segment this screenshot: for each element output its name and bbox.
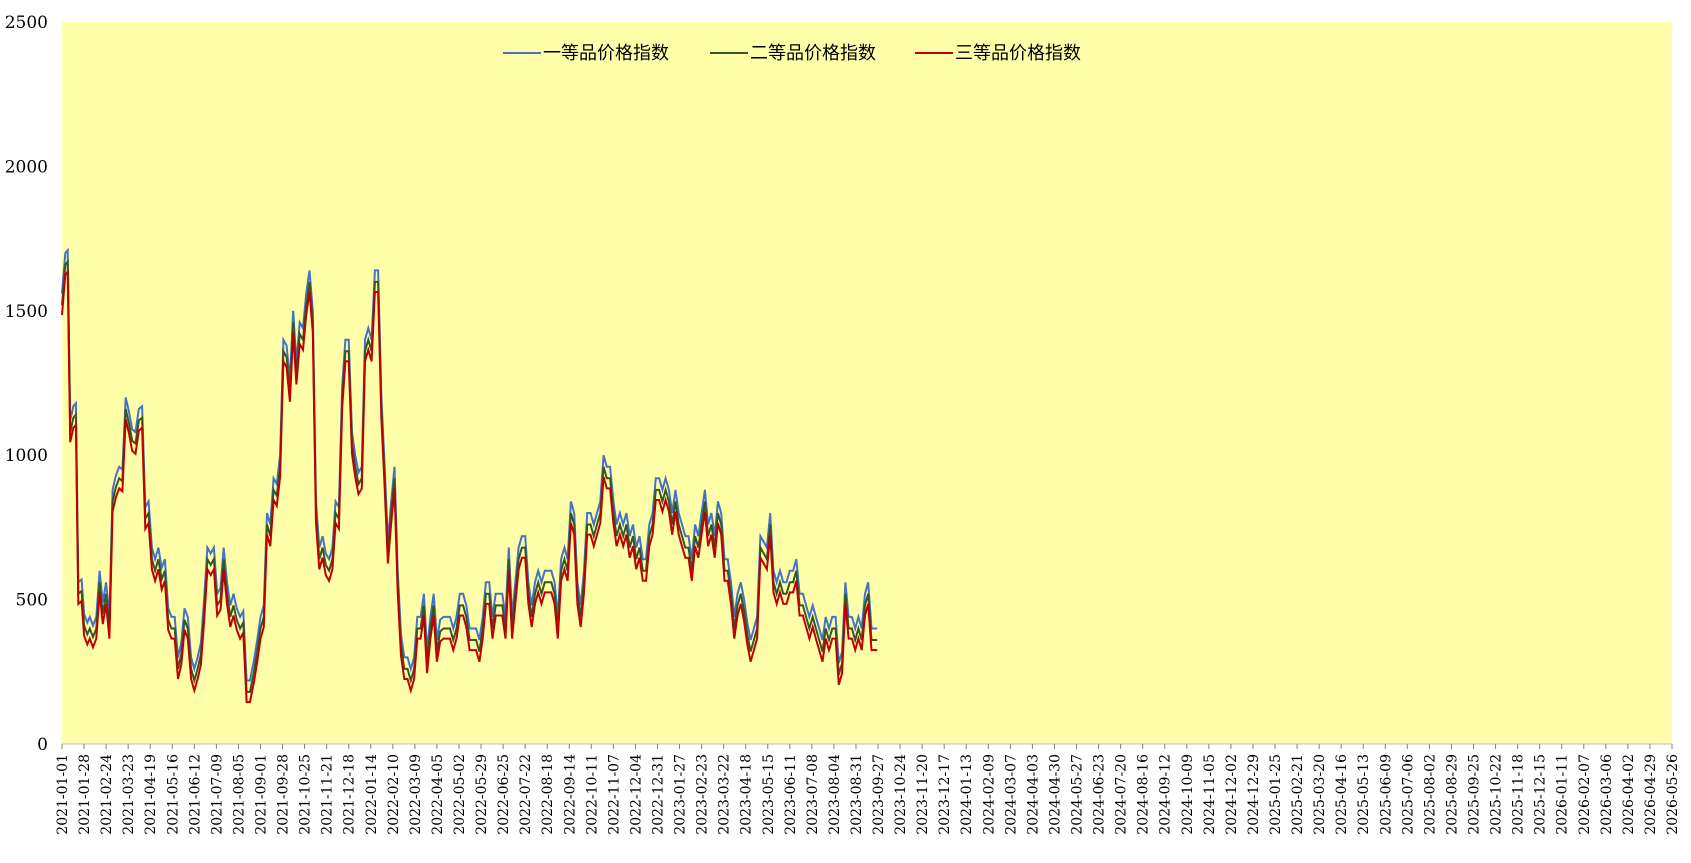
x-tick-label: 2025-02-21 <box>1290 754 1306 835</box>
x-tick-label: 2024-12-29 <box>1246 754 1262 835</box>
x-tick-label: 2025-08-29 <box>1444 754 1460 835</box>
x-tick-label: 2026-02-07 <box>1577 754 1593 835</box>
x-tick-label: 2022-10-11 <box>584 754 600 835</box>
x-tick-label: 2023-12-17 <box>937 754 953 835</box>
legend-label: 三等品价格指数 <box>955 43 1081 64</box>
legend: 一等品价格指数 二等品价格指数 三等品价格指数 <box>503 43 1081 64</box>
x-tick-label: 2026-04-02 <box>1621 754 1637 835</box>
plot-area <box>62 22 1672 744</box>
x-tick-label: 2022-01-14 <box>364 754 380 835</box>
x-tick-label: 2024-07-20 <box>1114 754 1130 835</box>
x-tick-label: 2025-03-20 <box>1312 754 1328 835</box>
x-tick-label: 2023-04-18 <box>739 754 755 835</box>
x-tick-label: 2025-11-18 <box>1511 754 1527 835</box>
legend-label: 一等品价格指数 <box>543 43 669 64</box>
x-tick-label: 2022-06-25 <box>496 754 512 835</box>
x-tick-label: 2024-04-30 <box>1047 754 1063 835</box>
x-tick-label: 2025-04-16 <box>1334 754 1350 835</box>
x-tick-label: 2022-12-31 <box>650 754 666 835</box>
x-tick-label: 2025-09-25 <box>1467 754 1483 835</box>
x-tick-label: 2021-12-18 <box>342 754 358 835</box>
x-tick-label: 2025-10-22 <box>1489 754 1505 835</box>
x-tick-label: 2024-03-07 <box>1003 754 1019 835</box>
y-tick-label: 0 <box>37 735 48 755</box>
x-tick-label: 2024-11-05 <box>1202 754 1218 835</box>
x-tick-label: 2026-03-06 <box>1599 754 1615 835</box>
x-tick-label: 2023-09-27 <box>871 754 887 835</box>
x-tick-label: 2024-02-09 <box>981 754 997 835</box>
x-tick-label: 2024-01-13 <box>959 754 975 835</box>
x-tick-label: 2025-01-25 <box>1268 754 1284 835</box>
x-tick-label: 2022-11-07 <box>606 754 622 835</box>
x-tick-label: 2024-06-23 <box>1092 754 1108 835</box>
x-tick-label: 2022-05-29 <box>474 754 490 835</box>
x-tick-label: 2023-11-20 <box>915 754 931 835</box>
x-tick-label: 2022-12-04 <box>628 754 644 835</box>
x-tick-label: 2021-05-16 <box>165 754 181 835</box>
y-axis-ticks: 0 500 1000 1500 2000 2500 <box>5 13 48 755</box>
x-tick-label: 2025-05-13 <box>1356 754 1372 835</box>
x-tick-label: 2021-11-21 <box>320 754 336 835</box>
x-tick-label: 2022-03-09 <box>408 754 424 835</box>
x-tick-label: 2026-01-11 <box>1555 754 1571 835</box>
y-tick-label: 1500 <box>5 302 48 322</box>
x-tick-label: 2024-04-03 <box>1025 754 1041 835</box>
y-tick-label: 2500 <box>5 13 48 33</box>
x-tick-label: 2022-05-02 <box>452 754 468 835</box>
x-axis-ticks: 2021-01-01 2021-01-28 2021-02-24 2021-03-23… <box>55 744 1681 835</box>
x-tick-label: 2025-12-15 <box>1533 754 1549 835</box>
x-tick-label: 2025-07-06 <box>1400 754 1416 835</box>
x-tick-label: 2023-03-22 <box>717 754 733 835</box>
x-tick-label: 2021-01-28 <box>77 754 93 835</box>
x-tick-label: 2021-10-25 <box>298 754 314 835</box>
x-tick-label: 2026-04-29 <box>1643 754 1659 835</box>
x-tick-label: 2022-02-10 <box>386 754 402 835</box>
x-tick-label: 2021-08-05 <box>231 754 247 835</box>
x-tick-label: 2023-10-24 <box>893 754 909 835</box>
x-tick-label: 2021-06-12 <box>187 754 203 835</box>
series-line <box>61 258 878 693</box>
x-tick-label: 2022-07-22 <box>518 754 534 835</box>
x-tick-label: 2024-10-09 <box>1180 754 1196 835</box>
x-tick-label: 2022-09-14 <box>562 754 578 835</box>
x-tick-label: 2021-01-01 <box>55 754 71 835</box>
x-tick-label: 2021-09-01 <box>253 754 269 835</box>
series-line <box>61 247 878 682</box>
x-tick-label: 2021-04-19 <box>143 754 159 835</box>
x-tick-label: 2023-07-08 <box>805 754 821 835</box>
x-tick-label: 2021-02-24 <box>99 754 115 835</box>
legend-label: 二等品价格指数 <box>750 43 876 64</box>
x-tick-label: 2025-06-09 <box>1378 754 1394 835</box>
x-tick-label: 2023-01-27 <box>673 754 689 835</box>
x-tick-label: 2023-05-15 <box>761 754 777 835</box>
x-tick-label: 2024-05-27 <box>1070 754 1086 835</box>
x-tick-label: 2024-09-12 <box>1158 754 1174 835</box>
y-tick-label: 2000 <box>5 157 48 177</box>
x-tick-label: 2024-08-16 <box>1136 754 1152 835</box>
x-tick-label: 2023-02-23 <box>695 754 711 835</box>
series-line <box>61 269 878 704</box>
y-tick-label: 1000 <box>5 446 48 466</box>
x-tick-label: 2024-12-02 <box>1224 754 1240 835</box>
x-tick-label: 2023-08-31 <box>849 754 865 835</box>
x-tick-label: 2021-09-28 <box>276 754 292 835</box>
y-tick-label: 500 <box>16 591 48 611</box>
x-tick-label: 2023-08-04 <box>827 754 843 835</box>
x-tick-label: 2023-06-11 <box>783 754 799 835</box>
series-lines <box>61 247 878 704</box>
x-tick-label: 2021-07-09 <box>209 754 225 835</box>
x-tick-label: 2022-04-05 <box>430 754 446 835</box>
x-tick-label: 2025-08-02 <box>1422 754 1438 835</box>
x-tick-label: 2022-08-18 <box>540 754 556 835</box>
x-tick-label: 2021-03-23 <box>121 754 137 835</box>
x-tick-label: 2026-05-26 <box>1665 754 1681 835</box>
